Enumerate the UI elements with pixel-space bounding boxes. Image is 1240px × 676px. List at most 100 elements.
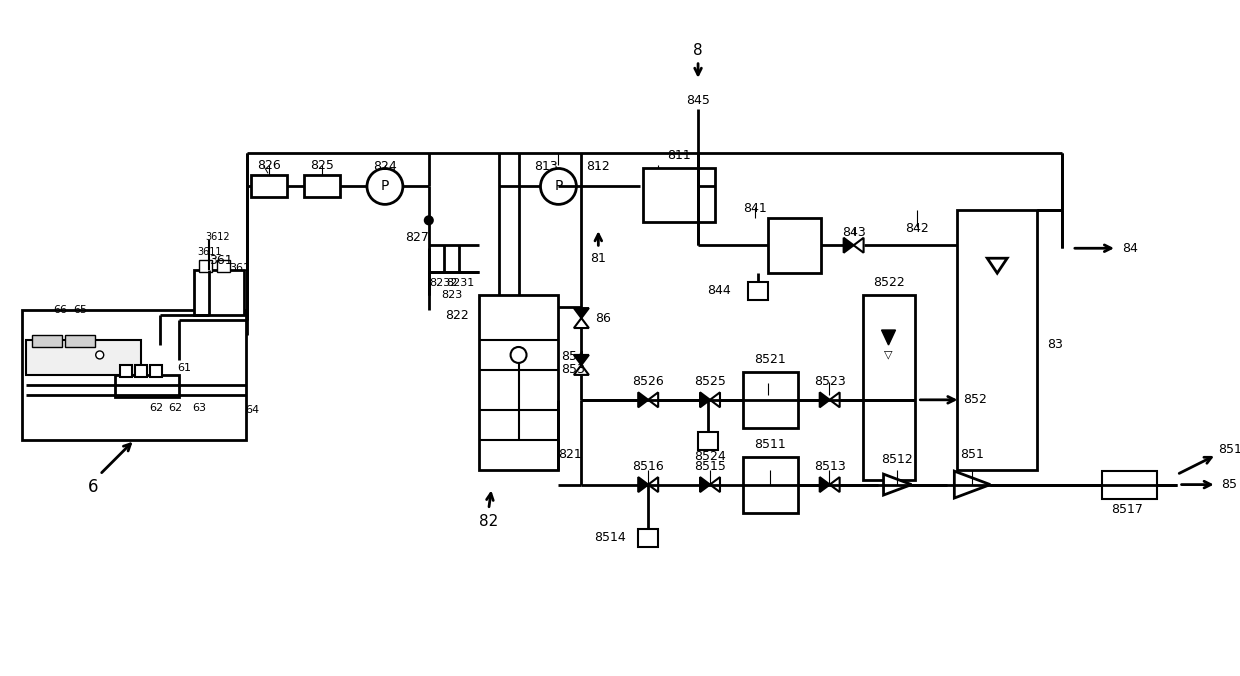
Text: 8512: 8512 bbox=[882, 453, 914, 466]
Text: 8517: 8517 bbox=[1111, 503, 1143, 516]
Text: 8232: 8232 bbox=[429, 278, 458, 288]
Text: 8515: 8515 bbox=[694, 460, 725, 473]
Text: 8526: 8526 bbox=[632, 375, 665, 389]
Text: 8516: 8516 bbox=[632, 460, 665, 473]
Circle shape bbox=[367, 168, 403, 204]
Bar bbox=[195, 270, 244, 315]
Text: ▽: ▽ bbox=[884, 350, 893, 360]
Text: 63: 63 bbox=[192, 403, 206, 413]
Polygon shape bbox=[649, 477, 658, 492]
Text: 821: 821 bbox=[558, 448, 583, 461]
Text: 841: 841 bbox=[743, 202, 766, 215]
Polygon shape bbox=[711, 392, 720, 408]
Bar bbox=[64, 335, 94, 347]
Text: 825: 825 bbox=[310, 159, 334, 172]
Text: 81: 81 bbox=[590, 251, 606, 265]
Polygon shape bbox=[649, 392, 658, 408]
Polygon shape bbox=[843, 238, 853, 253]
Bar bbox=[863, 295, 915, 479]
Text: 66: 66 bbox=[53, 305, 67, 315]
Text: 6: 6 bbox=[88, 477, 98, 496]
Text: 813: 813 bbox=[534, 160, 558, 173]
Polygon shape bbox=[574, 308, 589, 318]
Text: 3611: 3611 bbox=[197, 247, 222, 258]
Bar bbox=[26, 340, 140, 375]
Circle shape bbox=[541, 168, 577, 204]
Text: 843: 843 bbox=[842, 226, 866, 239]
Text: 854: 854 bbox=[562, 350, 585, 364]
Polygon shape bbox=[987, 258, 1007, 273]
Text: 8522: 8522 bbox=[873, 276, 904, 289]
Bar bbox=[698, 432, 718, 450]
Bar bbox=[22, 310, 247, 439]
Bar bbox=[957, 210, 1037, 470]
Text: 852: 852 bbox=[963, 393, 987, 406]
Text: 845: 845 bbox=[686, 94, 711, 107]
Polygon shape bbox=[882, 330, 895, 345]
Text: 8: 8 bbox=[693, 43, 703, 58]
Polygon shape bbox=[574, 365, 589, 375]
Text: 84: 84 bbox=[1122, 242, 1138, 255]
Text: 811: 811 bbox=[667, 149, 691, 162]
Bar bbox=[32, 335, 62, 347]
Polygon shape bbox=[820, 392, 830, 408]
Bar bbox=[120, 365, 131, 377]
Bar bbox=[743, 372, 797, 428]
Polygon shape bbox=[574, 355, 589, 365]
Polygon shape bbox=[884, 474, 911, 495]
Bar bbox=[304, 176, 340, 197]
Polygon shape bbox=[639, 392, 649, 408]
Text: 82: 82 bbox=[479, 514, 498, 529]
Text: 8521: 8521 bbox=[754, 354, 786, 366]
Polygon shape bbox=[830, 392, 839, 408]
Text: P: P bbox=[381, 179, 389, 193]
Text: 361: 361 bbox=[229, 263, 249, 273]
Bar bbox=[768, 218, 821, 273]
Text: 8511: 8511 bbox=[754, 438, 786, 451]
Text: P: P bbox=[554, 179, 563, 193]
Polygon shape bbox=[701, 392, 711, 408]
Bar bbox=[252, 176, 288, 197]
Text: 827: 827 bbox=[405, 231, 429, 244]
Polygon shape bbox=[574, 318, 589, 328]
Bar bbox=[150, 365, 161, 377]
Circle shape bbox=[425, 216, 433, 224]
Text: 853: 853 bbox=[562, 364, 585, 377]
Text: 8523: 8523 bbox=[813, 375, 846, 389]
Text: 8231: 8231 bbox=[446, 278, 475, 288]
Text: 3612: 3612 bbox=[205, 233, 229, 242]
Text: 65: 65 bbox=[73, 305, 87, 315]
Bar bbox=[743, 457, 797, 512]
Circle shape bbox=[95, 351, 104, 359]
Bar bbox=[135, 365, 146, 377]
Bar bbox=[1102, 470, 1157, 499]
Polygon shape bbox=[820, 477, 830, 492]
Text: 851: 851 bbox=[960, 448, 985, 461]
Bar bbox=[200, 260, 212, 272]
Text: 844: 844 bbox=[707, 284, 730, 297]
Polygon shape bbox=[830, 477, 839, 492]
Text: 86: 86 bbox=[595, 312, 611, 324]
Polygon shape bbox=[701, 477, 711, 492]
Text: 822: 822 bbox=[445, 308, 469, 322]
Text: 812: 812 bbox=[587, 160, 610, 173]
Bar bbox=[748, 282, 768, 300]
Text: 8524: 8524 bbox=[694, 450, 725, 463]
Polygon shape bbox=[711, 477, 720, 492]
Text: 64: 64 bbox=[246, 405, 259, 415]
Polygon shape bbox=[639, 477, 649, 492]
Circle shape bbox=[511, 347, 527, 363]
Text: 361: 361 bbox=[210, 254, 233, 267]
Text: 823: 823 bbox=[441, 290, 463, 300]
Text: 8514: 8514 bbox=[594, 531, 626, 544]
Text: 851: 851 bbox=[1218, 443, 1240, 456]
Bar bbox=[114, 375, 180, 397]
Text: 8513: 8513 bbox=[813, 460, 846, 473]
Text: 62: 62 bbox=[150, 403, 164, 413]
Text: 8525: 8525 bbox=[694, 375, 725, 389]
Text: 842: 842 bbox=[905, 222, 929, 235]
Text: 824: 824 bbox=[373, 160, 397, 173]
Text: 83: 83 bbox=[1047, 339, 1063, 352]
Text: 61: 61 bbox=[177, 363, 191, 373]
Polygon shape bbox=[955, 471, 991, 498]
